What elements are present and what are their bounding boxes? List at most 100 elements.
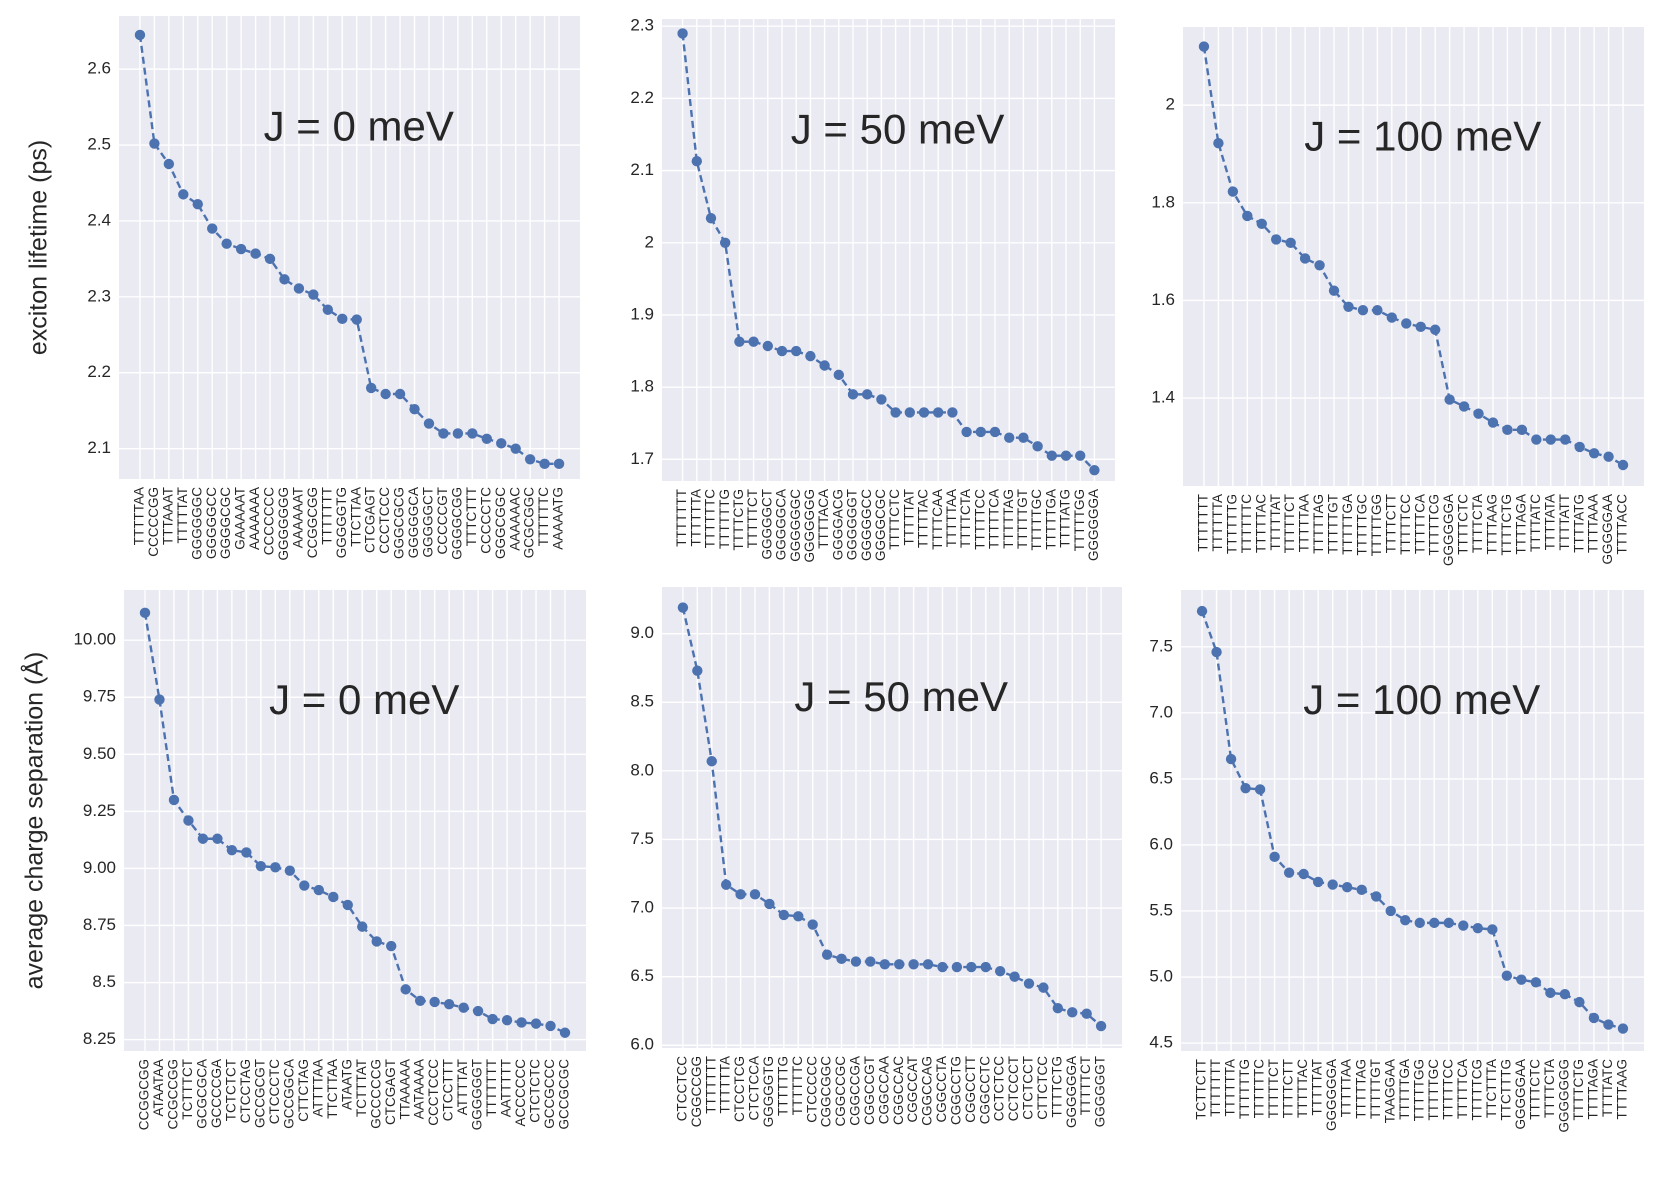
data-point: [313, 884, 324, 896]
x-tick-label: TTTCTTT: [464, 487, 479, 546]
y-tick-label: 1.7: [630, 449, 654, 468]
x-tick-label: AAAAAAT: [290, 487, 305, 548]
data-point: [168, 794, 180, 806]
x-tick-label: TTCTTTG: [1498, 1059, 1513, 1120]
data-point: [918, 407, 930, 418]
x-tick-label: CTCCCTC: [267, 1059, 282, 1124]
x-tick-label: CCTCCCT: [1006, 1056, 1021, 1121]
data-point: [677, 28, 688, 39]
x-tick-label: TTTTTGC: [1426, 1059, 1441, 1121]
data-point: [1545, 434, 1556, 445]
y-axis-label: average charge separation (Å): [19, 652, 49, 990]
x-tick-label: TTTTTCT: [745, 489, 760, 548]
x-tick-label: TTTTTTC: [703, 489, 718, 548]
x-tick-label: TCTTTCT: [180, 1059, 195, 1120]
x-tick-label: CTCCTAG: [238, 1059, 253, 1123]
y-tick-label: 1.8: [630, 377, 654, 396]
y-tick-label: 2: [1166, 95, 1175, 114]
x-tick-label: CGGCGGC: [819, 1056, 834, 1128]
x-tick-label: TTTTAGA: [1513, 494, 1528, 555]
data-point: [452, 428, 464, 439]
data-point: [776, 345, 788, 357]
y-tick-label: 2.1: [87, 438, 111, 457]
x-tick-label: ATTTTAT: [455, 1059, 470, 1115]
data-point: [762, 340, 773, 352]
x-tick-label: AAAAAAC: [507, 487, 522, 551]
x-tick-label: TTCTTTA: [1484, 1059, 1499, 1118]
data-point: [1472, 922, 1484, 934]
data-point: [1617, 1023, 1629, 1034]
data-point: [790, 345, 802, 357]
data-point: [937, 961, 948, 973]
x-tick-label: ATAATG: [339, 1059, 354, 1110]
y-tick-label: 10.00: [73, 630, 116, 649]
data-point: [559, 1027, 571, 1038]
data-point: [994, 965, 1006, 977]
y-tick-label: 1.8: [1151, 192, 1175, 211]
x-tick-label: TTTTTCT: [1266, 1059, 1281, 1118]
data-point: [778, 909, 790, 921]
data-point: [1046, 450, 1058, 461]
data-point: [719, 237, 731, 248]
x-tick-label: TTTTTTC: [1252, 1059, 1267, 1118]
x-tick-label: CCTCTCC: [992, 1056, 1007, 1121]
x-tick-label: GGGCGGC: [493, 487, 508, 559]
x-tick-label: CCCTCCC: [426, 1059, 441, 1126]
data-point: [951, 961, 963, 973]
data-point: [380, 388, 391, 400]
y-tick-label: 1.9: [630, 304, 654, 323]
x-tick-label: TTTTTTC: [536, 487, 551, 546]
x-tick-label: CGGCCGT: [862, 1056, 877, 1125]
data-point: [1023, 978, 1035, 989]
data-point: [805, 350, 816, 362]
x-tick-label: GGGGGCT: [421, 487, 436, 558]
data-point: [423, 418, 435, 429]
x-tick-label: TTTAAAT: [160, 487, 175, 545]
data-point: [284, 865, 296, 876]
data-point: [1603, 451, 1614, 462]
data-point: [530, 1018, 542, 1029]
x-tick-label: ACCCCCC: [513, 1059, 528, 1127]
y-tick-label: 6.0: [1149, 834, 1173, 853]
data-point: [524, 454, 536, 465]
data-point: [1213, 138, 1224, 149]
data-point: [539, 458, 550, 470]
y-tick-label: 7.0: [630, 898, 654, 917]
data-point: [400, 984, 411, 995]
x-tick-label: TTTTCTG: [1049, 1056, 1064, 1117]
data-point: [1198, 41, 1210, 52]
data-point: [1429, 917, 1440, 929]
y-tick-label: 1.4: [1151, 388, 1175, 407]
x-tick-label: TTTTTGA: [1043, 489, 1058, 550]
data-point: [235, 243, 247, 255]
data-point: [1371, 891, 1382, 902]
x-tick-label: GGGGGCC: [204, 487, 219, 559]
data-point: [793, 911, 804, 922]
data-point: [308, 289, 319, 300]
y-tick-label: 1.6: [1151, 290, 1175, 309]
annotation: J = 100 meV: [1304, 113, 1541, 160]
x-tick-label: CCCCCGG: [146, 487, 161, 557]
y-tick-label: 2.5: [87, 135, 111, 154]
data-point: [807, 919, 818, 930]
data-point: [734, 336, 745, 347]
x-tick-label: CCGGCGG: [137, 1059, 152, 1130]
x-tick-label: TTTTTAT: [175, 487, 190, 543]
x-tick-label: TTTTTAC: [1295, 1059, 1310, 1118]
x-tick-label: GGGGGCC: [859, 489, 874, 561]
x-tick-label: TTTTTAC: [1253, 494, 1268, 553]
data-point: [1415, 321, 1426, 333]
x-tick-label: TTTTTTT: [1208, 1059, 1223, 1117]
plot-area: [119, 16, 580, 479]
x-tick-label: GGGGGGC: [788, 489, 803, 562]
x-tick-label: TTTTTTT: [484, 1059, 499, 1117]
y-tick-label: 7.5: [630, 829, 654, 848]
data-point: [879, 959, 890, 970]
x-tick-label: TTTTTCC: [1440, 1059, 1455, 1120]
data-point: [819, 360, 830, 371]
x-tick-label: TTTTATT: [1557, 494, 1572, 550]
data-point: [438, 428, 449, 439]
data-point: [1225, 753, 1237, 765]
